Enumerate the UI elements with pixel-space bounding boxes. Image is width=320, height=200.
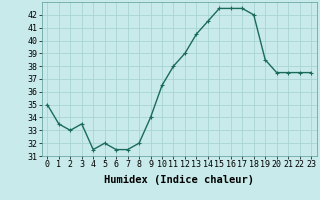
X-axis label: Humidex (Indice chaleur): Humidex (Indice chaleur) xyxy=(104,175,254,185)
